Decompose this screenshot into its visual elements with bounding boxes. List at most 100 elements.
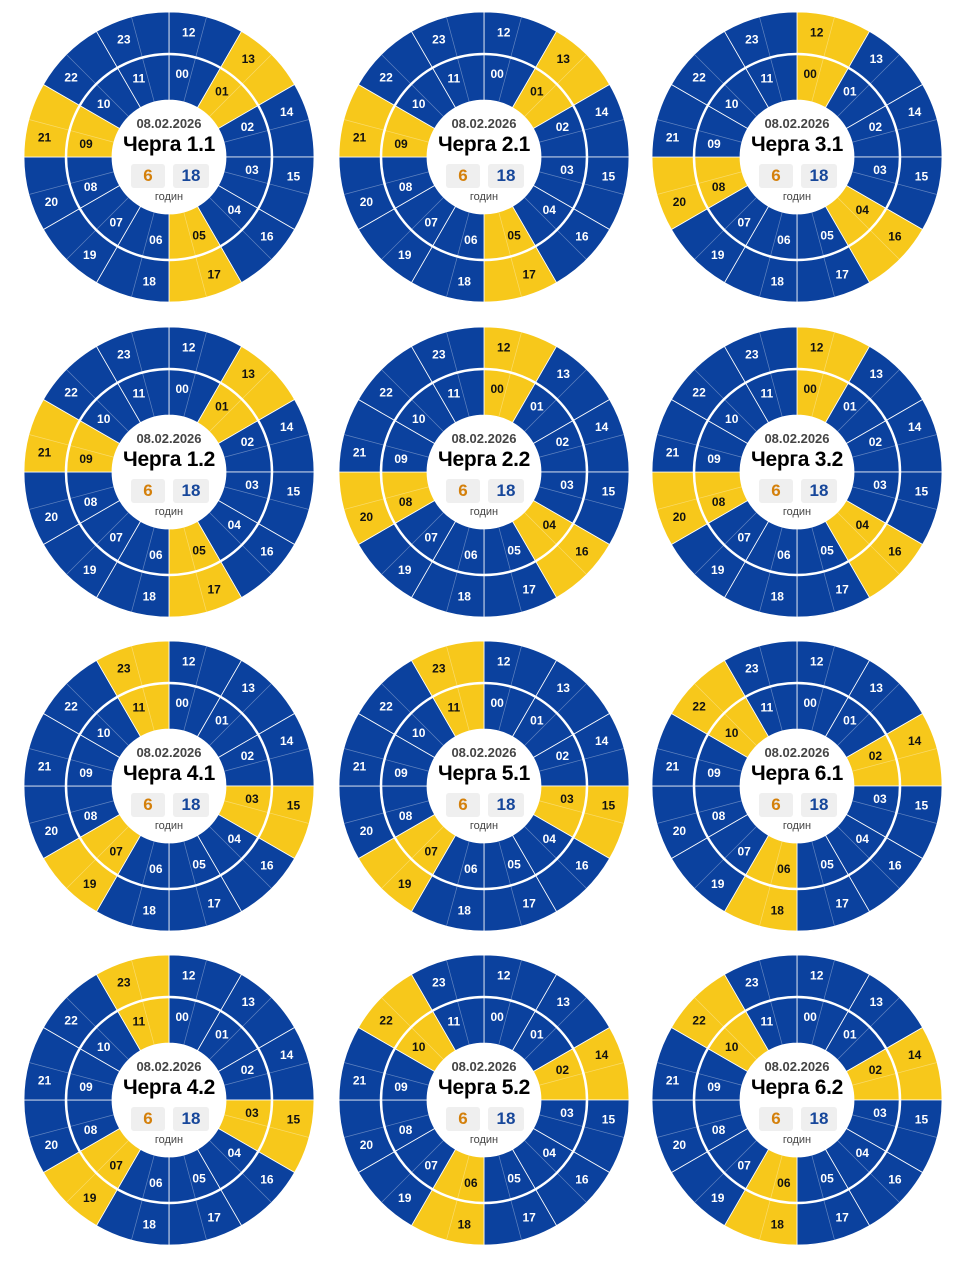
hour-label: 14 — [595, 420, 609, 434]
half-hour-divider — [268, 1126, 309, 1138]
hour-label: 15 — [602, 1113, 616, 1127]
queue-chart: 12 13 14 15 16 17 18 19 20 21 22 23 00 01 02 03 04 05 06 07… — [647, 950, 947, 1250]
hour-label: 16 — [888, 858, 902, 872]
half-hour-divider — [209, 1140, 242, 1173]
hour-label: 11 — [133, 701, 146, 715]
half-hour-divider — [209, 512, 242, 545]
hour-label: 00 — [490, 67, 504, 81]
hour-label: 03 — [245, 478, 259, 492]
half-hour-divider — [498, 57, 511, 102]
hour-label: 04 — [856, 832, 870, 846]
half-hour-divider — [498, 372, 511, 417]
half-hour-divider — [697, 445, 742, 458]
half-hour-divider — [852, 1114, 897, 1127]
hour-label: 23 — [117, 32, 131, 46]
off-hours-count: 6 — [131, 479, 165, 503]
hour-label: 11 — [761, 1015, 774, 1029]
half-hour-divider — [811, 212, 824, 257]
half-hour-divider — [224, 130, 269, 143]
half-hour-divider — [224, 1073, 269, 1086]
hour-label: 10 — [97, 1040, 111, 1054]
half-hour-divider — [384, 445, 429, 458]
hour-label: 20 — [45, 1138, 59, 1152]
hour-label: 12 — [182, 26, 196, 40]
hour-label: 14 — [280, 420, 294, 434]
queue-title: Черга 3.2 — [750, 448, 843, 471]
hour-label: 21 — [666, 445, 680, 459]
hour-label: 14 — [595, 105, 609, 119]
hour-label: 11 — [761, 387, 774, 401]
off-hours-count: 6 — [759, 793, 793, 817]
half-hour-divider — [69, 171, 114, 184]
half-hour-divider — [510, 332, 522, 373]
half-hour-divider — [770, 372, 783, 417]
queue-chart: 12 13 14 15 16 17 18 19 20 21 22 23 00 01 02 03 04 05 06 07… — [334, 322, 634, 622]
hour-label: 12 — [497, 341, 511, 355]
hour-label: 16 — [888, 544, 902, 558]
hour-label: 09 — [394, 452, 408, 466]
half-hour-divider — [811, 1000, 824, 1045]
half-hour-divider — [381, 369, 412, 400]
half-hour-divider — [852, 445, 897, 458]
hour-label: 20 — [360, 510, 374, 524]
chart-date: 08.02.2026 — [764, 116, 830, 131]
hour-label: 17 — [835, 583, 849, 597]
half-hour-divider — [823, 885, 835, 926]
hour-label: 18 — [771, 274, 785, 288]
half-hour-divider — [724, 1027, 757, 1060]
hour-label: 11 — [448, 701, 461, 715]
half-hour-divider — [268, 812, 309, 824]
queue-title: Черга 5.2 — [437, 1076, 530, 1099]
half-hour-divider — [268, 183, 309, 195]
half-hour-divider — [142, 372, 155, 417]
half-hour-divider — [241, 683, 272, 714]
half-hour-divider — [69, 486, 114, 499]
hour-label: 06 — [777, 548, 791, 562]
hour-label: 06 — [464, 548, 478, 562]
half-hour-divider — [344, 1062, 385, 1074]
half-hour-divider — [195, 332, 207, 373]
hour-label: 23 — [432, 661, 446, 675]
half-hour-divider — [131, 256, 143, 297]
hour-label: 17 — [207, 897, 221, 911]
half-hour-divider — [384, 1114, 429, 1127]
half-hour-divider — [69, 800, 114, 813]
half-hour-divider — [837, 84, 870, 117]
queue-title: Черга 3.1 — [750, 133, 843, 156]
half-hour-divider — [657, 1062, 698, 1074]
queue-chart: 12 13 14 15 16 17 18 19 20 21 22 23 00 01 02 03 04 05 06 07… — [334, 636, 634, 936]
half-hour-divider — [131, 1199, 143, 1240]
half-hour-divider — [69, 445, 114, 458]
hour-label: 01 — [530, 714, 544, 728]
hour-label: 22 — [379, 1014, 393, 1028]
hour-label: 02 — [556, 120, 570, 134]
half-hour-divider — [142, 57, 155, 102]
hour-label: 09 — [707, 766, 721, 780]
half-hour-divider — [510, 885, 522, 926]
half-hour-divider — [381, 997, 412, 1028]
hours-unit-label: годин — [154, 1134, 184, 1146]
hour-label: 06 — [464, 233, 478, 247]
half-hour-divider — [869, 54, 900, 85]
hour-label: 11 — [133, 1015, 146, 1029]
hour-label: 19 — [711, 877, 725, 891]
hour-label: 02 — [556, 749, 570, 763]
hours-unit-label: годин — [782, 191, 812, 203]
hour-label: 22 — [379, 700, 393, 714]
queue-chart: 12 13 14 15 16 17 18 19 20 21 22 23 00 01 02 03 04 05 06 07… — [334, 7, 634, 307]
radial-schedule: 12 13 14 15 16 17 18 19 20 21 22 23 00 01 02 03 04 05 06 07… — [651, 640, 943, 932]
half-hour-divider — [183, 1155, 196, 1200]
hour-label: 02 — [869, 1063, 883, 1077]
hour-label: 22 — [64, 1014, 78, 1028]
queue-title: Черга 6.1 — [750, 762, 843, 785]
hour-label: 12 — [810, 341, 824, 355]
half-hour-divider — [583, 498, 624, 510]
hour-label: 18 — [143, 1217, 157, 1231]
half-hour-divider — [759, 17, 771, 58]
hour-label: 20 — [45, 824, 59, 838]
half-hour-divider — [131, 17, 143, 58]
half-hour-divider — [724, 512, 757, 545]
half-hour-divider — [657, 748, 698, 760]
half-hour-divider — [344, 1126, 385, 1138]
hour-label: 02 — [241, 1063, 255, 1077]
